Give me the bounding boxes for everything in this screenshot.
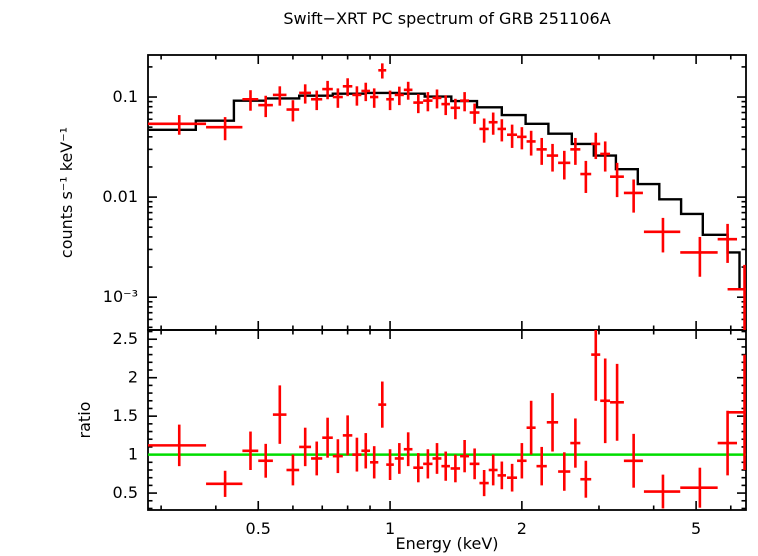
spectrum-data-series xyxy=(148,63,746,330)
x-axis-title: Energy (keV) xyxy=(395,534,498,553)
axis-ticks xyxy=(148,55,746,510)
svg-text:1: 1 xyxy=(385,519,395,538)
svg-text:10⁻³: 10⁻³ xyxy=(103,287,138,306)
y-axis-title-counts: counts s⁻¹ keV⁻¹ xyxy=(57,127,76,258)
svg-text:5: 5 xyxy=(691,519,701,538)
svg-text:0.01: 0.01 xyxy=(102,187,138,206)
svg-text:0.5: 0.5 xyxy=(246,519,271,538)
y-axis-title-ratio: ratio xyxy=(75,402,94,439)
ratio-data-series xyxy=(148,330,746,509)
bottom-panel-frame xyxy=(147,329,747,511)
axis-labels: 0.5 1 2 5 0.1 0.01 10⁻³ 0.5 1 1.5 2 2.5 Energy (keV)… xyxy=(57,87,701,553)
svg-text:0.1: 0.1 xyxy=(113,87,138,106)
chart-title: Swift−XRT PC spectrum of GRB 251106A xyxy=(283,9,611,28)
svg-text:0.5: 0.5 xyxy=(113,483,138,502)
svg-text:2.5: 2.5 xyxy=(113,329,138,348)
svg-text:2: 2 xyxy=(517,519,527,538)
svg-text:1.5: 1.5 xyxy=(113,406,138,425)
svg-text:2: 2 xyxy=(128,368,138,387)
model-line xyxy=(148,91,746,291)
svg-text:1: 1 xyxy=(128,445,138,464)
